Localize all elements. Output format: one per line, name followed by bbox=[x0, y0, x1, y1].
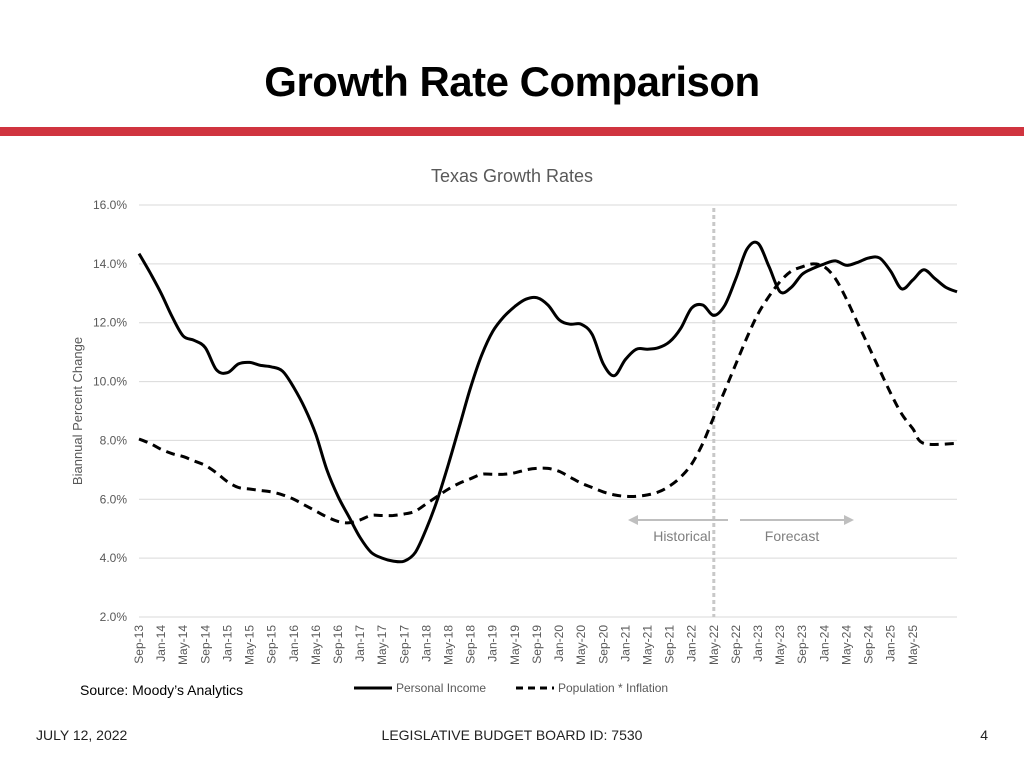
x-tick-label: Sep-24 bbox=[862, 625, 876, 664]
x-tick-label: May-21 bbox=[640, 625, 654, 665]
x-tick-label: May-15 bbox=[243, 625, 257, 665]
series-personal-income-line bbox=[137, 240, 958, 564]
x-tick-label: May-20 bbox=[574, 625, 588, 665]
y-tick-label: 6.0% bbox=[100, 492, 128, 506]
x-tick-label: Sep-17 bbox=[397, 625, 411, 664]
x-tick-label: May-25 bbox=[906, 625, 920, 665]
forecast-label: Forecast bbox=[765, 528, 820, 544]
y-tick-label: 16.0% bbox=[93, 198, 127, 212]
y-axis-label: Biannual Percent Change bbox=[70, 337, 85, 485]
x-tick-label: Jan-20 bbox=[552, 625, 566, 662]
y-tick-label: 8.0% bbox=[100, 433, 128, 447]
x-tick-label: May-17 bbox=[375, 625, 389, 665]
y-tick-label: 14.0% bbox=[93, 257, 127, 271]
chart-title: Texas Growth Rates bbox=[431, 166, 593, 186]
legend-label-personal-income: Personal Income bbox=[396, 681, 486, 695]
x-tick-label: Jan-24 bbox=[817, 625, 831, 662]
footer-date: JULY 12, 2022 bbox=[36, 727, 128, 743]
x-tick-label: Sep-20 bbox=[596, 625, 610, 664]
x-tick-label: Jan-15 bbox=[220, 625, 234, 662]
x-tick-label: Jan-21 bbox=[618, 625, 632, 662]
x-tick-label: Sep-22 bbox=[729, 625, 743, 664]
x-tick-label: Sep-14 bbox=[198, 625, 212, 664]
footer-center: LEGISLATIVE BUDGET BOARD ID: 7530 bbox=[381, 727, 643, 743]
x-tick-label: May-24 bbox=[839, 625, 853, 665]
slide-title: Growth Rate Comparison bbox=[264, 58, 760, 105]
legend-label-population-inflation: Population * Inflation bbox=[558, 681, 668, 695]
accent-bar bbox=[0, 127, 1024, 136]
x-tick-label: May-23 bbox=[773, 625, 787, 665]
x-tick-label: Jan-16 bbox=[287, 625, 301, 662]
x-tick-label: Sep-16 bbox=[331, 625, 345, 664]
series-population-inflation-line bbox=[138, 262, 958, 525]
x-tick-label: May-14 bbox=[176, 625, 190, 665]
forecast-arrowhead bbox=[844, 515, 854, 525]
x-tick-label: Jan-25 bbox=[884, 625, 898, 662]
x-tick-label: Jan-23 bbox=[751, 625, 765, 662]
x-tick-label: Sep-21 bbox=[663, 625, 677, 664]
x-tick-label: Jan-17 bbox=[353, 625, 367, 662]
x-tick-label: Jan-19 bbox=[486, 625, 500, 662]
line-chart: Texas Growth Rates Biannual Percent Chan… bbox=[70, 166, 958, 695]
x-tick-label: Jan-18 bbox=[419, 625, 433, 662]
x-tick-label: Sep-19 bbox=[530, 625, 544, 664]
historical-label: Historical bbox=[653, 528, 711, 544]
y-tick-label: 2.0% bbox=[100, 610, 128, 624]
y-tick-label: 10.0% bbox=[93, 375, 127, 389]
x-tick-label: May-22 bbox=[707, 625, 721, 665]
x-tick-label: May-16 bbox=[309, 625, 323, 665]
x-tick-label: Jan-14 bbox=[154, 625, 168, 662]
y-tick-label: 4.0% bbox=[100, 551, 128, 565]
historical-arrowhead bbox=[628, 515, 638, 525]
x-tick-label: Sep-23 bbox=[795, 625, 809, 664]
x-tick-label: Sep-18 bbox=[464, 625, 478, 664]
x-tick-label: Jan-22 bbox=[685, 625, 699, 662]
source-note: Source: Moody’s Analytics bbox=[80, 682, 244, 698]
x-tick-label: May-18 bbox=[442, 625, 456, 665]
x-tick-label: Sep-13 bbox=[132, 625, 146, 664]
y-tick-label: 12.0% bbox=[93, 316, 127, 330]
page-number: 4 bbox=[980, 727, 988, 743]
x-tick-label: Sep-15 bbox=[265, 625, 279, 664]
x-tick-label: May-19 bbox=[508, 625, 522, 665]
